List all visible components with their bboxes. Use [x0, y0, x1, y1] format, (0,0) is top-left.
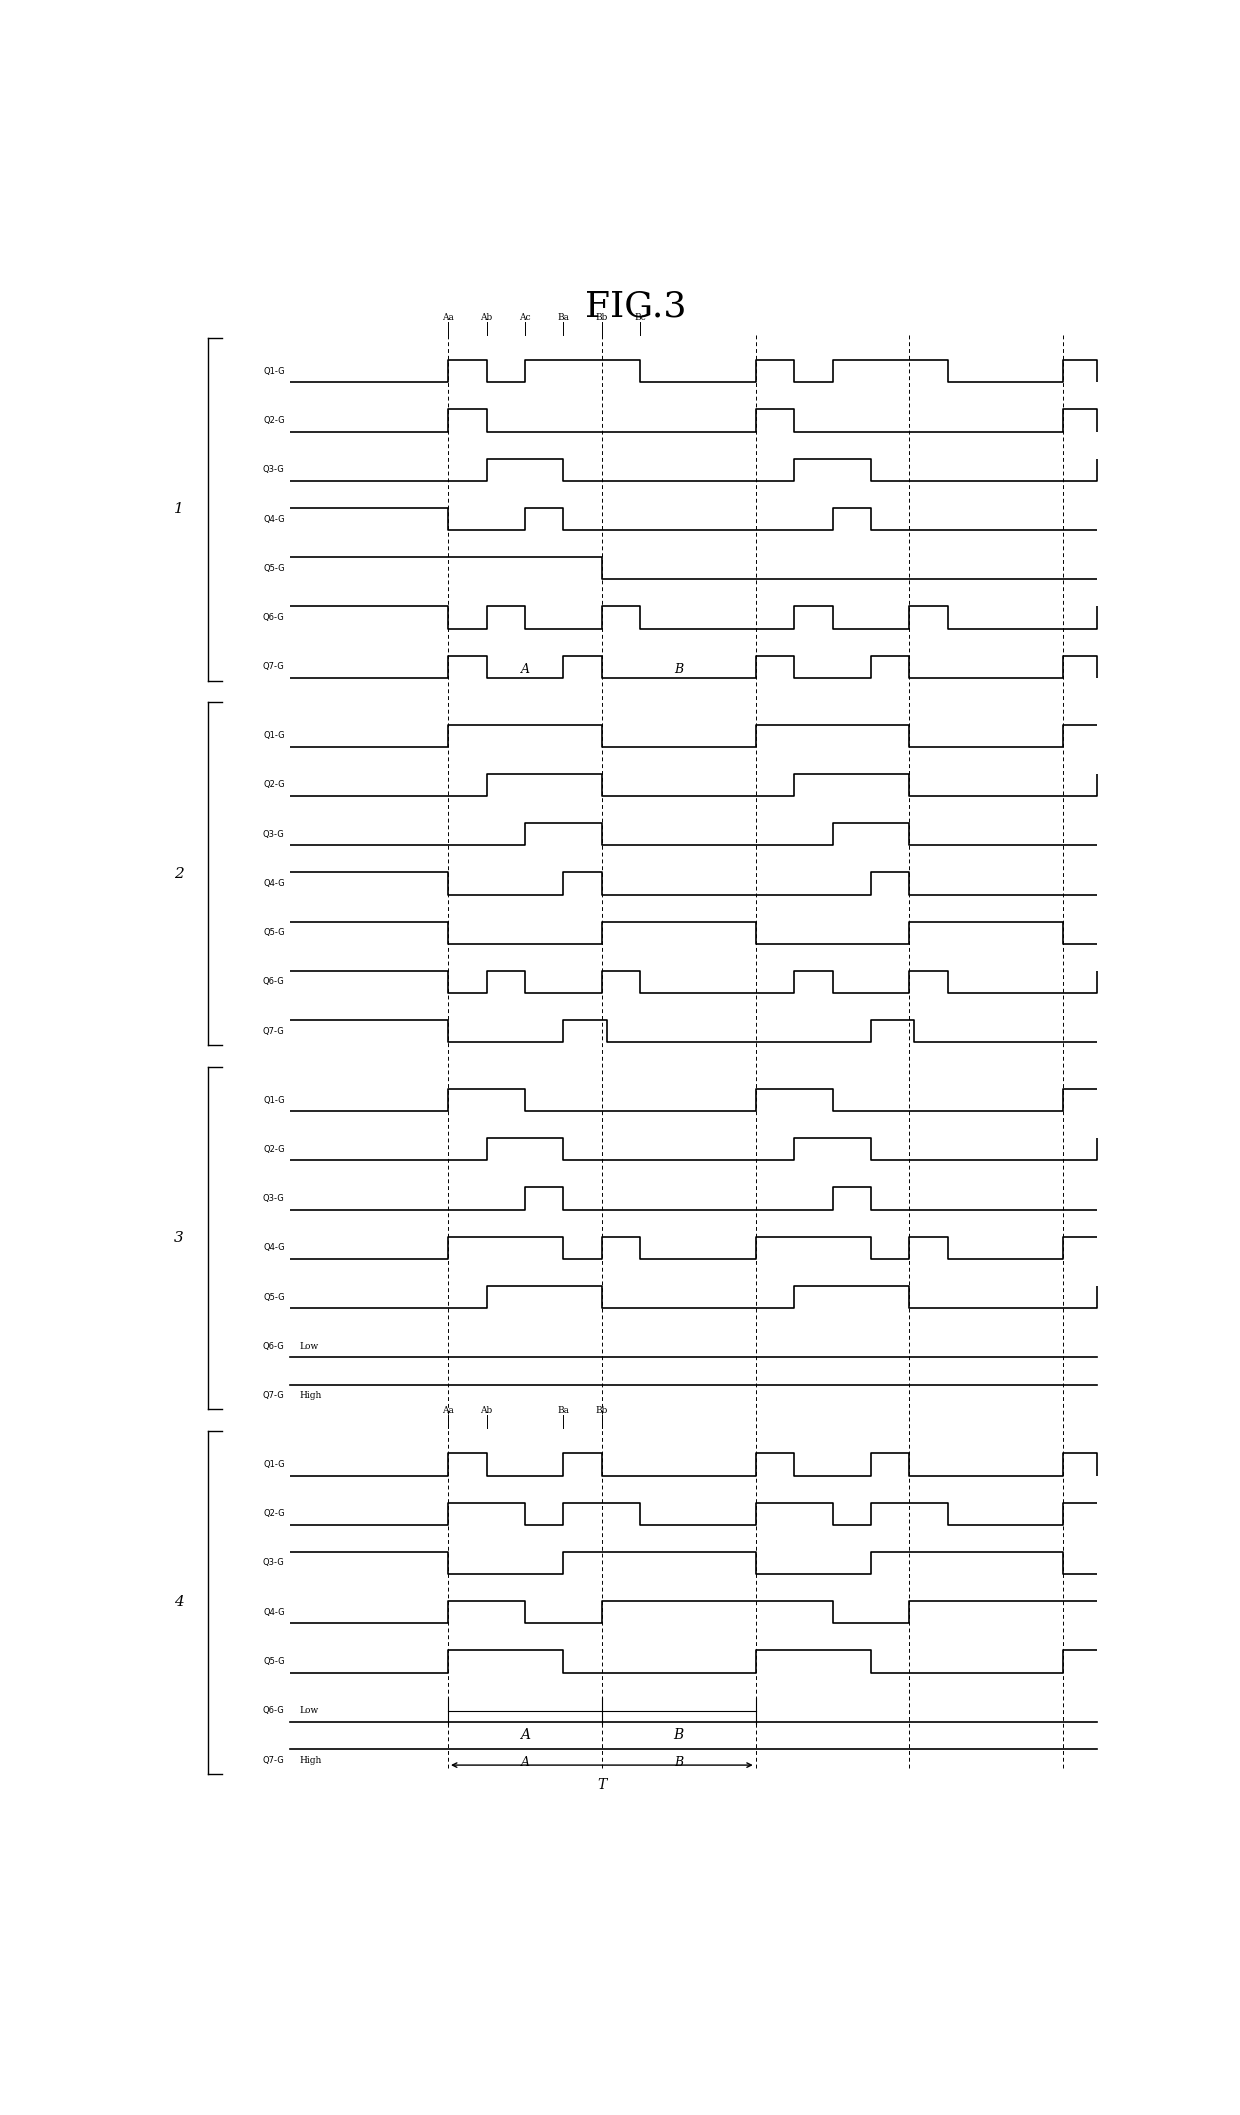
Text: Q6-G: Q6-G: [263, 613, 285, 622]
Text: T: T: [598, 1779, 606, 1791]
Text: Q3-G: Q3-G: [263, 1195, 285, 1203]
Text: Bb: Bb: [595, 313, 608, 321]
Text: Low: Low: [299, 1341, 319, 1351]
Text: Aa: Aa: [443, 313, 454, 321]
Text: Bc: Bc: [635, 313, 646, 321]
Text: A: A: [521, 1755, 529, 1770]
Text: Ac: Ac: [520, 313, 531, 321]
Text: 1: 1: [174, 501, 184, 516]
Text: Q5-G: Q5-G: [263, 1292, 285, 1301]
Text: Q2-G: Q2-G: [263, 417, 285, 425]
Text: Q7-G: Q7-G: [263, 1755, 285, 1764]
Text: 3: 3: [174, 1231, 184, 1246]
Text: Q1-G: Q1-G: [263, 732, 285, 740]
Text: Q3-G: Q3-G: [263, 1559, 285, 1567]
Text: Q4-G: Q4-G: [263, 880, 285, 888]
Text: A: A: [521, 664, 529, 677]
Text: Ab: Ab: [480, 1406, 492, 1415]
Text: Ab: Ab: [480, 313, 492, 321]
Text: A: A: [520, 1728, 529, 1741]
Text: Q4-G: Q4-G: [263, 514, 285, 525]
Text: 4: 4: [174, 1595, 184, 1610]
Text: Q2-G: Q2-G: [263, 1510, 285, 1519]
Text: Q4-G: Q4-G: [263, 1607, 285, 1616]
Text: Q1-G: Q1-G: [263, 366, 285, 376]
Text: Ba: Ba: [558, 1406, 569, 1415]
Text: Q7-G: Q7-G: [263, 1392, 285, 1400]
Text: Q5-G: Q5-G: [263, 1656, 285, 1667]
Text: 2: 2: [174, 867, 184, 880]
Text: B: B: [675, 1755, 683, 1770]
Text: Q7-G: Q7-G: [263, 1026, 285, 1036]
Text: Q4-G: Q4-G: [263, 1244, 285, 1252]
Text: Q3-G: Q3-G: [263, 829, 285, 840]
Text: Q6-G: Q6-G: [263, 1707, 285, 1715]
Text: Ba: Ba: [558, 313, 569, 321]
Text: Q1-G: Q1-G: [263, 1459, 285, 1470]
Text: Q2-G: Q2-G: [263, 1144, 285, 1155]
Text: Q6-G: Q6-G: [263, 977, 285, 986]
Text: Aa: Aa: [443, 1406, 454, 1415]
Text: Q1-G: Q1-G: [263, 1096, 285, 1104]
Text: B: B: [675, 664, 683, 677]
Text: Q5-G: Q5-G: [263, 928, 285, 937]
Text: Low: Low: [299, 1707, 319, 1715]
Text: Q2-G: Q2-G: [263, 780, 285, 789]
Text: High: High: [299, 1755, 321, 1764]
Text: FIG.3: FIG.3: [585, 290, 686, 324]
Text: Q7-G: Q7-G: [263, 662, 285, 670]
Text: B: B: [673, 1728, 684, 1741]
Text: High: High: [299, 1392, 321, 1400]
Text: Bb: Bb: [595, 1406, 608, 1415]
Text: Q6-G: Q6-G: [263, 1341, 285, 1351]
Text: Q3-G: Q3-G: [263, 465, 285, 474]
Text: Q5-G: Q5-G: [263, 565, 285, 573]
